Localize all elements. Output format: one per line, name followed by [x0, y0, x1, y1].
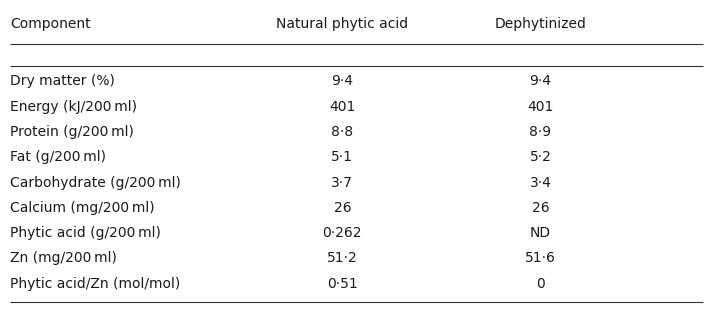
- Text: 0: 0: [536, 277, 545, 291]
- Text: 401: 401: [527, 100, 553, 114]
- Text: 51·2: 51·2: [327, 252, 358, 265]
- Text: 0·51: 0·51: [327, 277, 358, 291]
- Text: Carbohydrate (g/200 ml): Carbohydrate (g/200 ml): [10, 176, 180, 190]
- Text: 5·1: 5·1: [332, 150, 354, 164]
- Text: 9·4: 9·4: [332, 74, 354, 89]
- Text: Protein (g/200 ml): Protein (g/200 ml): [10, 125, 134, 139]
- Text: Zn (mg/200 ml): Zn (mg/200 ml): [10, 252, 117, 265]
- Text: Fat (g/200 ml): Fat (g/200 ml): [10, 150, 106, 164]
- Text: 9·4: 9·4: [530, 74, 551, 89]
- Text: Dry matter (%): Dry matter (%): [10, 74, 115, 89]
- Text: Phytic acid/Zn (mol/mol): Phytic acid/Zn (mol/mol): [10, 277, 180, 291]
- Text: Calcium (mg/200 ml): Calcium (mg/200 ml): [10, 201, 155, 215]
- Text: 5·2: 5·2: [530, 150, 551, 164]
- Text: 8·9: 8·9: [529, 125, 551, 139]
- Text: 401: 401: [329, 100, 356, 114]
- Text: 26: 26: [334, 201, 352, 215]
- Text: 3·4: 3·4: [530, 176, 551, 190]
- Text: 3·7: 3·7: [332, 176, 353, 190]
- Text: 0·262: 0·262: [322, 226, 362, 240]
- Text: Phytic acid (g/200 ml): Phytic acid (g/200 ml): [10, 226, 160, 240]
- Text: Natural phytic acid: Natural phytic acid: [277, 17, 409, 31]
- Text: Energy (kJ/200 ml): Energy (kJ/200 ml): [10, 100, 137, 114]
- Text: 51·6: 51·6: [525, 252, 556, 265]
- Text: Dephytinized: Dephytinized: [495, 17, 586, 31]
- Text: ND: ND: [530, 226, 551, 240]
- Text: 26: 26: [532, 201, 549, 215]
- Text: Component: Component: [10, 17, 91, 31]
- Text: 8·8: 8·8: [332, 125, 354, 139]
